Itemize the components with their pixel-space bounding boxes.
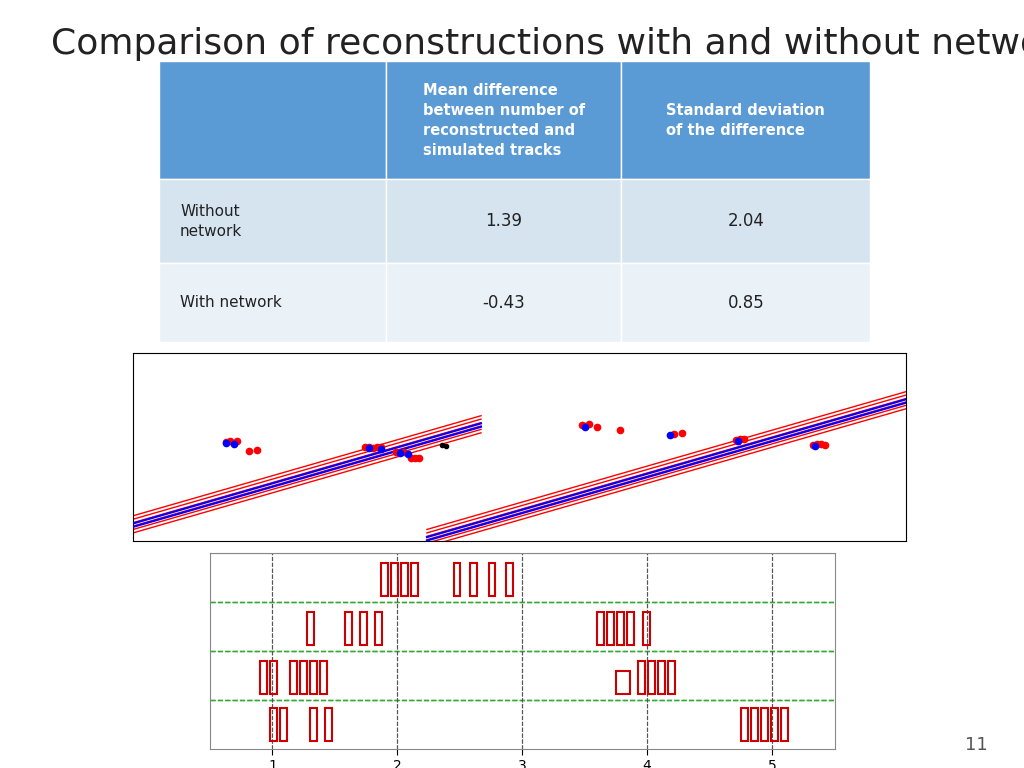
- Bar: [741, 707, 748, 741]
- Bar: [470, 563, 476, 596]
- Bar: [658, 660, 666, 694]
- Bar: [290, 660, 297, 694]
- Bar: [345, 611, 351, 645]
- Text: -0.43: -0.43: [482, 293, 525, 312]
- Bar: [391, 563, 398, 596]
- Text: Without
network: Without network: [180, 204, 243, 239]
- Bar: [386, 61, 622, 179]
- Text: Comparison of reconstructions with and without network: Comparison of reconstructions with and w…: [51, 27, 1024, 61]
- Bar: [761, 707, 768, 741]
- Text: 1.39: 1.39: [485, 212, 522, 230]
- Bar: [159, 263, 386, 342]
- Text: With network: With network: [180, 295, 282, 310]
- Bar: [210, 700, 835, 749]
- Bar: [506, 563, 513, 596]
- Bar: [381, 563, 388, 596]
- Text: 0.85: 0.85: [727, 293, 764, 312]
- Text: 11: 11: [966, 737, 988, 754]
- Bar: [751, 707, 758, 741]
- Bar: [210, 650, 835, 700]
- Bar: [280, 707, 287, 741]
- Bar: [375, 611, 382, 645]
- Bar: [210, 553, 835, 602]
- Bar: [159, 179, 386, 263]
- Bar: [319, 660, 327, 694]
- Bar: [781, 707, 787, 741]
- Bar: [638, 660, 645, 694]
- Bar: [300, 660, 307, 694]
- Bar: [270, 707, 276, 741]
- Bar: [359, 611, 367, 645]
- Bar: [622, 179, 870, 263]
- Bar: [260, 660, 267, 694]
- Bar: [454, 563, 461, 596]
- Bar: [622, 263, 870, 342]
- Bar: [627, 611, 634, 645]
- Bar: [411, 563, 418, 596]
- Bar: [325, 707, 332, 741]
- Bar: [622, 61, 870, 179]
- Bar: [310, 707, 316, 741]
- Bar: [616, 670, 630, 694]
- Bar: [270, 660, 276, 694]
- Bar: [488, 563, 496, 596]
- Bar: [669, 660, 675, 694]
- Bar: [771, 707, 777, 741]
- Bar: [617, 611, 624, 645]
- Bar: [401, 563, 408, 596]
- Bar: [597, 611, 604, 645]
- Text: 2.04: 2.04: [727, 212, 764, 230]
- Bar: [607, 611, 614, 645]
- Bar: [386, 179, 622, 263]
- Bar: [307, 611, 314, 645]
- Bar: [210, 602, 835, 650]
- Bar: [310, 660, 316, 694]
- Text: Standard deviation
of the difference: Standard deviation of the difference: [667, 103, 825, 137]
- Bar: [643, 611, 650, 645]
- Bar: [648, 660, 655, 694]
- Text: Mean difference
between number of
reconstructed and
simulated tracks: Mean difference between number of recons…: [423, 83, 585, 157]
- Bar: [386, 263, 622, 342]
- Bar: [159, 61, 386, 179]
